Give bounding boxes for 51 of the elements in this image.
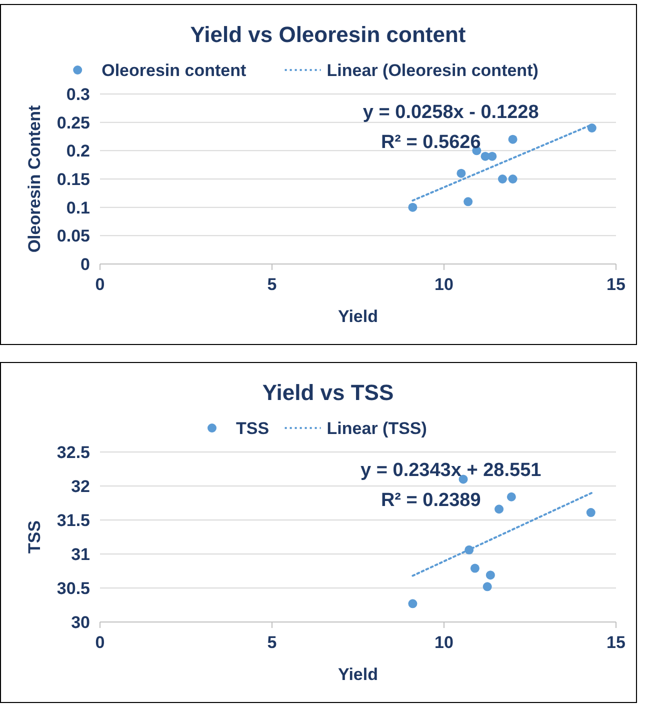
chart-title: Yield vs TSS (262, 380, 394, 405)
x-tick-label: 10 (434, 275, 454, 294)
point (458, 474, 468, 484)
x-tick-label: 15 (606, 275, 626, 294)
point (408, 599, 418, 608)
point (470, 564, 480, 573)
point (464, 197, 473, 206)
y-tick-label: 32 (71, 477, 90, 496)
point (486, 570, 495, 580)
y-tick-label: 0.1 (66, 198, 90, 218)
chart-title: Yield vs Oleoresin content (190, 22, 466, 47)
point (488, 152, 497, 161)
y-tick-label: 31 (71, 545, 90, 564)
y-tick-label: 0.25 (56, 113, 90, 132)
y-tick-label: 0.15 (56, 170, 90, 189)
point (498, 174, 507, 184)
y-tick-label: 31.5 (56, 511, 90, 530)
point (586, 508, 596, 518)
annotation: y = 0.2343x + 28.551 (360, 460, 542, 481)
y-tick-label: 0.05 (56, 226, 90, 246)
x-tick-label: 10 (434, 633, 454, 652)
annotation: y = 0.0258x - 0.1228 (362, 102, 539, 123)
y-tick-label: 0.3 (66, 85, 90, 104)
y-axis-title: TSS (25, 520, 44, 554)
point (456, 168, 466, 178)
y-tick-label: 30.5 (56, 579, 90, 598)
legend-label: Oleoresin content (102, 61, 246, 80)
x-axis-title: Yield (338, 307, 378, 326)
point (508, 174, 518, 184)
x-tick-label: 5 (267, 633, 277, 652)
x-axis-title: Yield (338, 665, 378, 684)
y-axis-title: Oleoresin Content (25, 104, 44, 253)
point (506, 492, 516, 502)
legend-label: TSS (236, 419, 270, 438)
y-tick-label: 0 (80, 255, 90, 274)
point (508, 134, 518, 144)
x-tick-label: 0 (95, 275, 105, 294)
annotation: R² = 0.2389 (380, 490, 481, 511)
y-tick-label: 30 (71, 613, 90, 632)
legend-label: Linear (Oleoresin content) (326, 61, 538, 80)
x-tick-label: 15 (606, 633, 626, 652)
y-tick-label: 32.5 (56, 443, 90, 462)
x-tick-label: 5 (267, 275, 277, 294)
point (587, 124, 596, 132)
y-tick-label: 0.2 (66, 142, 90, 161)
point (494, 504, 504, 514)
x-tick-label: 0 (95, 633, 105, 652)
annotation: R² = 0.5626 (380, 132, 481, 153)
point (408, 202, 418, 212)
legend-label: Linear (TSS) (326, 419, 427, 438)
point (482, 582, 492, 592)
